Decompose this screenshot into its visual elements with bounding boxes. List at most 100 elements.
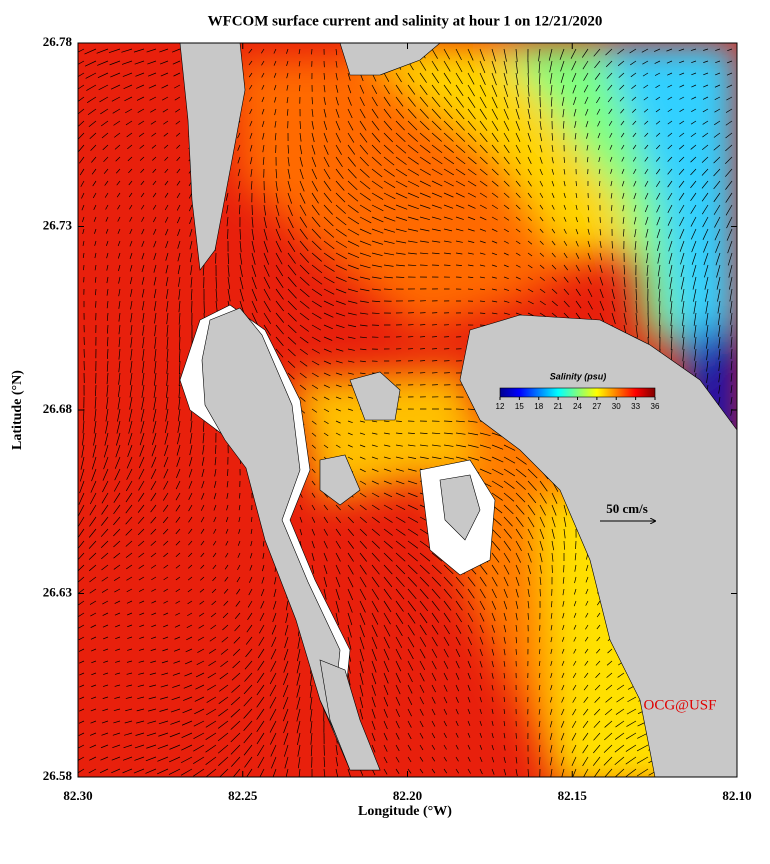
current-arrow: [383, 492, 393, 498]
current-arrow: [297, 756, 301, 769]
current-arrow: [371, 564, 380, 575]
current-arrow: [251, 228, 255, 241]
current-arrow: [515, 132, 521, 142]
current-arrow: [431, 588, 441, 599]
current-arrow: [250, 180, 253, 190]
current-arrow: [223, 588, 229, 594]
current-arrow: [323, 336, 333, 341]
current-arrow: [311, 204, 320, 216]
current-arrow: [383, 720, 388, 730]
current-arrow: [287, 264, 297, 276]
current-arrow: [596, 612, 601, 618]
current-arrow: [644, 156, 649, 162]
current-arrow: [655, 108, 661, 113]
current-arrow: [178, 276, 181, 287]
current-arrow: [335, 552, 341, 562]
current-arrow: [335, 504, 341, 511]
current-arrow: [621, 144, 625, 150]
current-arrow: [515, 120, 521, 131]
current-arrow: [704, 276, 709, 290]
current-arrow: [335, 564, 341, 575]
current-arrow: [667, 216, 673, 226]
current-arrow: [371, 600, 379, 613]
current-arrow: [383, 612, 391, 625]
current-arrow: [575, 192, 578, 198]
current-arrow: [212, 564, 217, 570]
current-arrow: [251, 276, 257, 290]
current-arrow: [116, 420, 121, 434]
current-arrow: [359, 252, 372, 257]
current-arrow: [371, 576, 380, 588]
current-arrow: [323, 228, 335, 238]
current-arrow: [311, 240, 322, 251]
current-arrow: [407, 528, 419, 536]
current-arrow: [159, 60, 169, 65]
current-arrow: [113, 528, 121, 537]
current-arrow: [515, 612, 518, 621]
current-arrow: [703, 60, 709, 63]
current-arrow: [681, 288, 685, 302]
current-arrow: [89, 504, 97, 516]
current-arrow: [503, 180, 510, 187]
current-arrow: [125, 492, 133, 503]
current-arrow: [142, 336, 145, 349]
current-arrow: [311, 348, 320, 354]
current-arrow: [126, 672, 133, 675]
current-arrow: [491, 96, 498, 109]
current-arrow: [679, 120, 685, 125]
current-arrow: [636, 768, 649, 777]
current-arrow: [527, 228, 532, 233]
current-arrow: [395, 84, 403, 95]
current-arrow: [538, 732, 541, 740]
current-arrow: [347, 108, 353, 119]
current-arrow: [595, 672, 601, 678]
current-arrow: [714, 120, 721, 126]
current-arrow: [261, 108, 265, 115]
current-arrow: [596, 600, 601, 606]
current-arrow: [431, 684, 436, 693]
current-arrow: [86, 96, 97, 103]
current-arrow: [678, 60, 685, 64]
current-arrow: [479, 444, 492, 449]
current-arrow: [100, 528, 109, 537]
current-arrow: [150, 516, 157, 524]
current-arrow: [187, 612, 193, 617]
current-arrow: [371, 264, 383, 268]
current-arrow: [89, 132, 97, 139]
current-arrow: [371, 552, 380, 562]
current-arrow: [503, 60, 508, 74]
current-arrow: [549, 60, 553, 73]
current-arrow: [479, 132, 488, 143]
current-arrow: [113, 120, 121, 126]
current-arrow: [184, 672, 193, 677]
current-arrow: [467, 756, 471, 762]
current-arrow: [443, 120, 454, 131]
current-arrow: [208, 648, 217, 654]
current-arrow: [491, 180, 499, 187]
current-arrow: [551, 132, 554, 141]
current-arrow: [323, 348, 332, 353]
current-arrow: [515, 540, 522, 551]
current-arrow: [296, 696, 301, 710]
current-arrow: [503, 228, 509, 233]
current-arrow: [701, 144, 709, 151]
current-arrow: [573, 648, 577, 654]
current-arrow: [188, 564, 193, 569]
current-arrow: [593, 48, 601, 57]
current-arrow: [177, 240, 181, 249]
current-arrow: [239, 252, 243, 265]
current-arrow: [443, 84, 452, 96]
current-arrow: [633, 192, 637, 200]
current-arrow: [104, 192, 109, 198]
current-arrow: [347, 324, 357, 328]
current-arrow: [431, 84, 440, 96]
current-arrow: [347, 612, 353, 626]
current-arrow: [275, 192, 279, 204]
current-arrow: [227, 288, 231, 302]
current-arrow: [323, 360, 332, 365]
current-arrow: [572, 84, 577, 94]
current-arrow: [691, 240, 697, 253]
current-arrow: [359, 672, 364, 685]
current-arrow: [286, 48, 289, 54]
current-arrow: [713, 180, 721, 190]
